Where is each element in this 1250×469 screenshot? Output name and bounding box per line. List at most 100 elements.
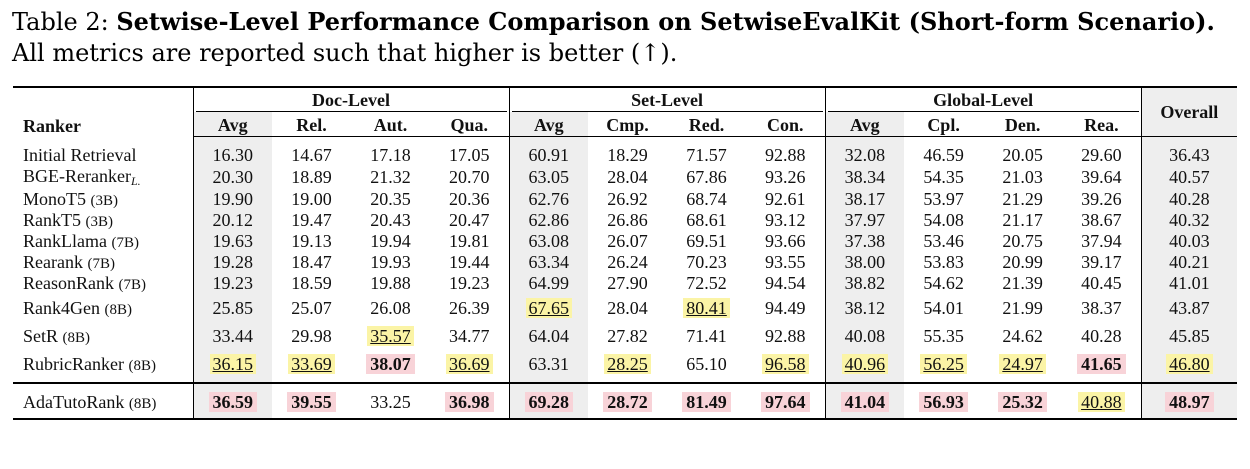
metric-value: 54.08 <box>923 210 964 230</box>
value-cell: 64.04 <box>508 322 589 350</box>
metric-value: 25.32 <box>998 391 1047 412</box>
ranker-name-cell: BGE-RerankerL. <box>13 166 193 189</box>
value-cell: 19.23 <box>430 273 509 294</box>
value-cell: 37.97 <box>824 210 905 231</box>
header-col: Con. <box>746 112 826 137</box>
value-cell: 26.24 <box>588 252 667 273</box>
value-cell: 27.82 <box>588 322 667 350</box>
value-cell: 19.47 <box>272 210 351 231</box>
value-cell: 67.86 <box>667 166 746 189</box>
value-cell: 68.74 <box>667 189 746 210</box>
ranker-name: Rearank <box>23 252 83 272</box>
metric-value: 64.99 <box>528 273 570 293</box>
metric-value: 19.23 <box>212 273 254 293</box>
value-cell: 62.86 <box>508 210 589 231</box>
value-cell: 55.35 <box>904 322 983 350</box>
ranker-name: RankT5 <box>23 210 81 230</box>
metric-value: 36.98 <box>445 391 494 412</box>
ranker-name-cell: RankLlama (7B) <box>13 231 193 252</box>
table-caption: Table 2: Setwise-Level Performance Compa… <box>12 6 1240 69</box>
value-cell: 21.29 <box>983 189 1062 210</box>
header-col: Qua. <box>430 112 510 137</box>
metric-value: 20.05 <box>1002 145 1043 165</box>
metric-value: 36.15 <box>209 353 256 374</box>
value-cell: 40.57 <box>1140 166 1238 189</box>
value-cell: 20.30 <box>192 166 272 189</box>
table-row: Initial Retrieval 16.30 14.67 17.18 17.05 60.… <box>13 136 1238 167</box>
header-group-global: Global-Level <box>824 86 1142 112</box>
metric-value: 21.03 <box>1002 167 1043 187</box>
value-cell: 20.99 <box>983 252 1062 273</box>
value-cell: 63.05 <box>508 166 589 189</box>
value-cell: 92.61 <box>746 189 825 210</box>
metric-value: 28.04 <box>607 297 648 318</box>
metric-value: 26.92 <box>607 189 648 209</box>
ranker-name: Rank4Gen <box>23 297 100 318</box>
metric-value: 29.60 <box>1081 145 1122 165</box>
table-row: RubricRanker (8B) 36.15 33.69 38.07 36.69 63.… <box>13 350 1238 383</box>
value-cell: 20.36 <box>430 189 509 210</box>
metric-value: 18.59 <box>291 273 332 293</box>
value-cell: 19.44 <box>430 252 509 273</box>
model-size: (3B) <box>90 193 119 209</box>
value-cell: 54.35 <box>904 166 983 189</box>
value-cell: 19.93 <box>351 252 430 273</box>
metric-value: 40.03 <box>1169 231 1210 251</box>
value-cell: 71.57 <box>667 137 746 167</box>
metric-value: 19.63 <box>212 231 254 251</box>
value-cell: 38.82 <box>824 273 905 294</box>
value-cell: 33.25 <box>351 382 430 420</box>
metric-value: 28.72 <box>603 391 652 412</box>
metric-value: 93.55 <box>765 252 806 272</box>
metric-value: 54.62 <box>923 273 964 293</box>
metric-value: 40.28 <box>1081 325 1122 346</box>
metric-value: 39.64 <box>1081 167 1122 187</box>
metric-value: 18.29 <box>607 145 648 165</box>
model-size: (7B) <box>111 235 139 251</box>
metric-value: 24.97 <box>999 353 1046 374</box>
value-cell: 40.88 <box>1062 382 1142 420</box>
metric-value: 81.49 <box>682 391 731 412</box>
header-col: Rel. <box>272 112 351 137</box>
results-table: Ranker Doc-Level Set-Level Global-Level … <box>13 86 1238 420</box>
metric-value: 29.98 <box>291 325 332 346</box>
metric-value: 28.04 <box>607 167 648 187</box>
ranker-name-cell: Initial Retrieval <box>13 137 193 167</box>
header-group-set: Set-Level <box>508 86 826 112</box>
model-size: (7B) <box>118 277 146 293</box>
metric-value: 40.08 <box>844 325 886 346</box>
metric-value: 93.66 <box>765 231 806 251</box>
metric-value: 60.91 <box>528 145 570 165</box>
value-cell: 40.45 <box>1062 273 1141 294</box>
value-cell: 63.31 <box>508 350 589 383</box>
metric-value: 63.34 <box>528 252 570 272</box>
metric-value: 17.05 <box>449 145 490 165</box>
metric-value: 20.99 <box>1002 252 1043 272</box>
metric-value: 54.01 <box>923 297 964 318</box>
value-cell: 16.30 <box>192 136 272 166</box>
value-cell: 19.63 <box>192 231 272 252</box>
value-cell: 38.17 <box>824 189 905 210</box>
value-cell: 93.55 <box>746 252 825 273</box>
metric-value: 40.21 <box>1169 252 1210 272</box>
value-cell: 21.17 <box>983 210 1062 231</box>
metric-value: 46.59 <box>923 145 964 165</box>
metric-value: 41.01 <box>1169 273 1210 293</box>
metric-value: 41.04 <box>840 391 890 412</box>
value-cell: 24.97 <box>983 350 1062 383</box>
value-cell: 20.75 <box>983 231 1062 252</box>
value-cell: 40.03 <box>1140 231 1238 252</box>
ranker-subscript: L. <box>130 174 141 188</box>
value-cell: 67.65 <box>508 294 589 322</box>
header-col: Avg <box>192 112 272 137</box>
value-cell: 36.15 <box>192 350 272 383</box>
value-cell: 39.55 <box>272 382 351 420</box>
value-cell: 93.26 <box>746 166 825 189</box>
metric-value: 67.86 <box>686 167 727 187</box>
metric-value: 93.26 <box>765 167 806 187</box>
metric-value: 26.86 <box>607 210 648 230</box>
metric-value: 18.89 <box>291 167 332 187</box>
value-cell: 32.08 <box>824 136 905 166</box>
metric-value: 38.34 <box>844 167 886 187</box>
value-cell: 92.88 <box>746 322 825 350</box>
